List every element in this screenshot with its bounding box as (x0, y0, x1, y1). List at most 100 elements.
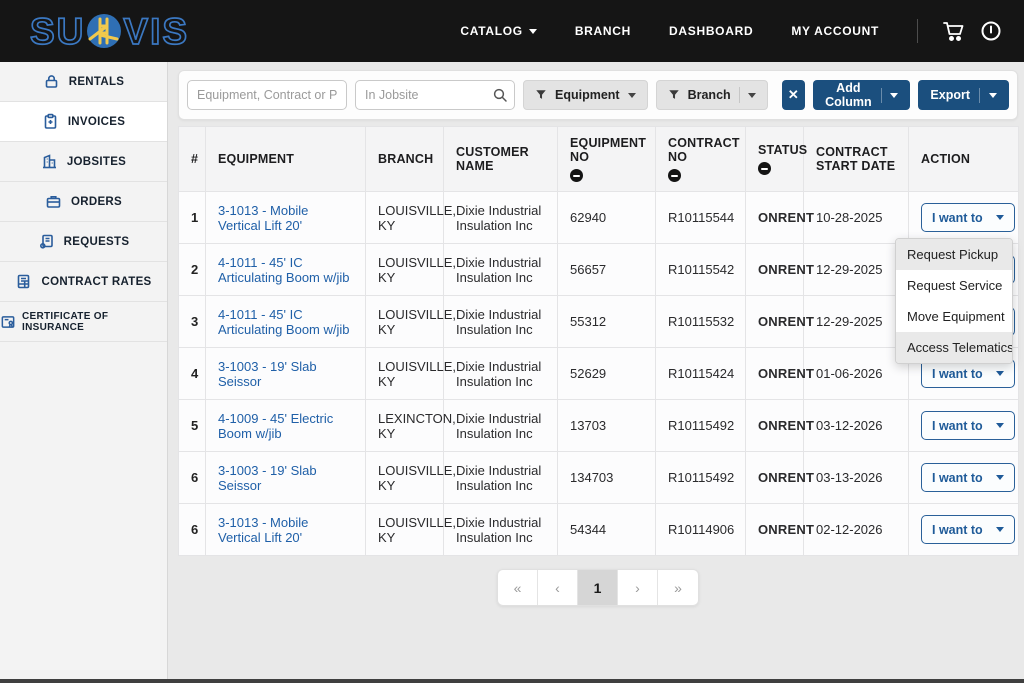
invoices-table: # EQUIPMENT BRANCH CUSTOMER NAME EQUIPME… (178, 126, 1018, 556)
equipment-link[interactable]: 3-1003 - 19' Slab Seissor (218, 359, 317, 389)
i-want-to-dropdown-menu: Request Pickup Request Service Move Equi… (895, 238, 1013, 364)
power-icon[interactable] (980, 20, 1002, 42)
table-row: 6 3-1013 - Mobile Vertical Lift 20' LOUI… (179, 504, 1019, 556)
chevron-down-icon (996, 423, 1004, 428)
funnel-icon (668, 89, 680, 101)
status-cell: ONRENT (746, 296, 804, 348)
chevron-down-icon (748, 93, 756, 98)
sidebar-item-label: CONTRACT RATES (41, 276, 151, 288)
status-cell: ONRENT (746, 244, 804, 296)
menu-item-move-equipment[interactable]: Move Equipment (896, 301, 1012, 332)
contract-no-cell: R10115542 (656, 244, 746, 296)
pagination-page-1[interactable]: 1 (578, 570, 618, 605)
equipment-filter-chip[interactable]: Equipment (523, 80, 648, 110)
nav-my-account[interactable]: MY ACCOUNT (791, 24, 879, 38)
column-header-status: STATUS (746, 127, 804, 192)
sidebar-item-rentals[interactable]: RENTALS (0, 62, 167, 102)
contract-no-cell: R10115544 (656, 192, 746, 244)
menu-item-access-telematics[interactable]: Access Telematics (896, 332, 1012, 363)
remove-column-icon[interactable] (570, 169, 583, 182)
branch-cell: LOUISVILLE, KY (366, 504, 444, 556)
equipment-no-cell: 54344 (558, 504, 656, 556)
i-want-to-button[interactable]: I want to (921, 411, 1015, 440)
row-index: 4 (179, 348, 206, 400)
equipment-link[interactable]: 3-1013 - Mobile Vertical Lift 20' (218, 515, 308, 545)
chevron-down-icon (890, 93, 898, 98)
equipment-link[interactable]: 4-1011 - 45' IC Articulating Boom w/jib (218, 255, 350, 285)
contract-no-cell: R10115532 (656, 296, 746, 348)
contract-no-cell: R10115424 (656, 348, 746, 400)
nav-catalog[interactable]: CATALOG (460, 24, 536, 38)
branch-cell: LOUISVILLE, KY (366, 244, 444, 296)
top-nav-links: CATALOG BRANCH DASHBOARD MY ACCOUNT (460, 19, 1002, 43)
pagination-first[interactable]: « (498, 570, 538, 605)
start-date-cell: 02-12-2026 (804, 504, 909, 556)
chevron-down-icon (996, 215, 1004, 220)
sidebar-item-invoices[interactable]: INVOICES (0, 102, 167, 142)
column-header-equipment-no: EQUIPMENT NO (558, 127, 656, 192)
remove-column-icon[interactable] (758, 162, 771, 175)
menu-item-request-pickup[interactable]: Request Pickup (896, 239, 1012, 270)
branch-cell: LOUISVILLE, KY (366, 296, 444, 348)
branch-filter-chip[interactable]: Branch (656, 80, 768, 110)
column-header-customer-name: CUSTOMER NAME (444, 127, 558, 192)
contract-rates-icon (15, 273, 32, 290)
sidebar-item-jobsites[interactable]: JOBSITES (0, 142, 167, 182)
sidebar-item-orders[interactable]: ORDERS (0, 182, 167, 222)
equipment-link[interactable]: 3-1013 - Mobile Vertical Lift 20' (218, 203, 308, 233)
customer-cell: Dixie Industrial Insulation Inc (444, 452, 558, 504)
invoice-clipboard-icon (42, 113, 59, 130)
export-button[interactable]: Export (918, 80, 1009, 110)
clear-filters-button[interactable]: ✕ (782, 80, 805, 110)
logo-text-left: SU (30, 13, 85, 50)
certificate-icon (0, 314, 16, 330)
column-header-contract-start-date: CONTRACT START DATE (804, 127, 909, 192)
start-date-cell: 12-29-2025 (804, 296, 909, 348)
building-icon (41, 153, 58, 170)
start-date-cell: 03-13-2026 (804, 452, 909, 504)
i-want-to-button[interactable]: I want to (921, 203, 1015, 232)
pagination-last[interactable]: » (658, 570, 698, 605)
i-want-to-button[interactable]: I want to (921, 463, 1015, 492)
column-header-action: ACTION (909, 127, 1019, 192)
sidebar-item-certificate-of-insurance[interactable]: CERTIFICATE OF INSURANCE (0, 302, 167, 342)
jobsite-search-input[interactable] (355, 80, 515, 110)
request-doc-icon (38, 233, 55, 250)
bottom-edge-bar (0, 679, 1024, 683)
customer-cell: Dixie Industrial Insulation Inc (444, 244, 558, 296)
add-column-button[interactable]: Add Column (813, 80, 911, 110)
row-index: 1 (179, 192, 206, 244)
nav-dashboard[interactable]: DASHBOARD (669, 24, 753, 38)
contract-no-cell: R10114906 (656, 504, 746, 556)
equipment-link[interactable]: 3-1003 - 19' Slab Seissor (218, 463, 317, 493)
sidebar-item-contract-rates[interactable]: CONTRACT RATES (0, 262, 167, 302)
status-cell: ONRENT (746, 192, 804, 244)
remove-column-icon[interactable] (668, 169, 681, 182)
sidebar-navigation: RENTALS INVOICES JOBSITES (0, 62, 168, 683)
table-row: 3 4-1011 - 45' IC Articulating Boom w/ji… (179, 296, 1019, 348)
branch-cell: LOUISVILLE, KY (366, 348, 444, 400)
status-cell: ONRENT (746, 504, 804, 556)
sidebar-item-requests[interactable]: REQUESTS (0, 222, 167, 262)
cart-icon[interactable] (942, 19, 966, 43)
chevron-down-icon (628, 93, 636, 98)
column-header-equipment: EQUIPMENT (206, 127, 366, 192)
funnel-icon (535, 89, 547, 101)
nav-branch[interactable]: BRANCH (575, 24, 631, 38)
equipment-no-cell: 56657 (558, 244, 656, 296)
pagination-prev[interactable]: ‹ (538, 570, 578, 605)
briefcase-icon (45, 193, 62, 210)
sidebar-item-label: RENTALS (69, 76, 125, 88)
equipment-link[interactable]: 4-1009 - 45' Electric Boom w/jib (218, 411, 333, 441)
i-want-to-button[interactable]: I want to (921, 515, 1015, 544)
app-logo[interactable]: SU VIS (30, 13, 189, 50)
menu-item-request-service[interactable]: Request Service (896, 270, 1012, 301)
pagination-next[interactable]: › (618, 570, 658, 605)
chevron-down-icon (996, 527, 1004, 532)
main-content: Equipment Branch ✕ Add Column Export (169, 62, 1024, 683)
sidebar-item-label: REQUESTS (64, 236, 130, 248)
equipment-search-input[interactable] (187, 80, 347, 110)
contract-no-cell: R10115492 (656, 452, 746, 504)
equipment-link[interactable]: 4-1011 - 45' IC Articulating Boom w/jib (218, 307, 350, 337)
chevron-down-icon (996, 371, 1004, 376)
